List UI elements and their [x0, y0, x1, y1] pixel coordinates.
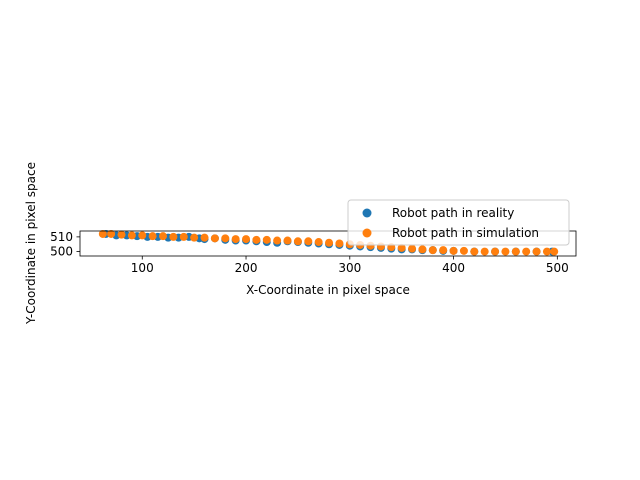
- legend-marker-reality: [362, 208, 372, 218]
- data-point: [262, 235, 271, 244]
- legend-marker-simulation: [362, 228, 372, 238]
- data-point: [397, 243, 406, 252]
- legend-label-reality: Robot path in reality: [392, 206, 514, 220]
- data-point: [179, 232, 188, 241]
- series-1: [98, 229, 559, 256]
- data-point: [335, 239, 344, 248]
- data-point: [418, 245, 427, 254]
- data-point: [98, 229, 107, 238]
- y-tick-label: 500: [50, 245, 73, 259]
- data-point: [491, 247, 500, 256]
- data-point: [428, 246, 437, 255]
- data-point: [325, 238, 334, 247]
- data-point: [459, 246, 468, 255]
- data-point: [449, 246, 458, 255]
- data-point: [501, 247, 510, 256]
- data-point: [273, 236, 282, 245]
- data-point: [314, 238, 323, 247]
- data-point: [210, 234, 219, 243]
- data-point: [242, 235, 251, 244]
- y-tick-label: 510: [50, 230, 73, 244]
- data-point: [480, 247, 489, 256]
- data-point: [439, 246, 448, 255]
- data-point: [127, 231, 136, 240]
- y-axis-label: Y-Coordinate in pixel space: [24, 162, 38, 325]
- legend-box: [347, 199, 570, 246]
- x-tick-label: 300: [338, 261, 361, 275]
- data-point: [138, 231, 147, 240]
- data-point: [117, 230, 126, 239]
- data-point: [107, 229, 116, 238]
- data-point: [522, 247, 531, 256]
- data-point: [231, 235, 240, 244]
- data-point: [200, 233, 209, 242]
- data-point: [190, 233, 199, 242]
- x-tick-label: 400: [442, 261, 465, 275]
- data-point: [221, 234, 230, 243]
- legend-label-simulation: Robot path in simulation: [392, 226, 539, 240]
- data-point: [511, 247, 520, 256]
- x-tick-label: 500: [546, 261, 569, 275]
- data-point: [408, 244, 417, 253]
- legend: Robot path in reality Robot path in simu…: [347, 199, 570, 246]
- data-point: [169, 232, 178, 241]
- data-point: [470, 247, 479, 256]
- chart-marks: [98, 229, 559, 256]
- data-point: [252, 235, 261, 244]
- x-axis-label: X-Coordinate in pixel space: [246, 283, 410, 297]
- data-point: [542, 247, 551, 256]
- x-axis: 100 200 300 400 500: [131, 256, 569, 275]
- data-point: [304, 237, 313, 246]
- data-point: [532, 247, 541, 256]
- x-tick-label: 200: [235, 261, 258, 275]
- x-tick-label: 100: [131, 261, 154, 275]
- data-point: [283, 236, 292, 245]
- data-point: [159, 232, 168, 241]
- plot-frame: [79, 230, 577, 257]
- data-point: [293, 237, 302, 246]
- data-point: [550, 247, 559, 256]
- data-point: [148, 232, 157, 241]
